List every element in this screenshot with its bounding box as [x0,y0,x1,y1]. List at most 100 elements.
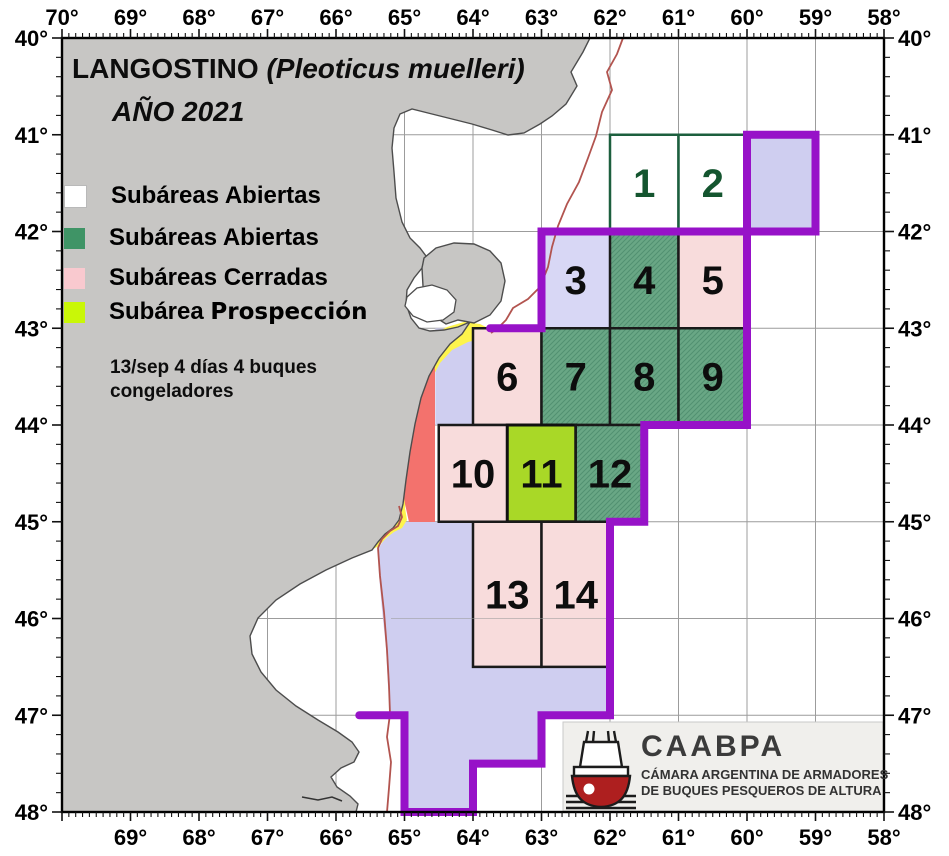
subarea-cell: 1 [608,133,680,233]
buoy-prongs [584,730,618,743]
logo-acronym: CAABPA [641,730,786,763]
axis-tick-label-bottom: 65° [388,825,421,850]
axis-tick-label-bottom: 64° [456,825,489,850]
legend-label: Subáreas Abiertas [109,224,319,251]
subarea-rect [540,520,612,669]
buoy-tower [578,740,624,769]
subarea-number: 9 [702,356,724,400]
subarea-rect [437,423,509,523]
axis-tick-label-right: 44° [898,413,931,438]
subarea-number: 7 [565,356,587,400]
axis-tick-label-bottom: 62° [593,825,626,850]
axis-tick-label-right: 46° [898,607,931,632]
axis-tick-label-bottom: 63° [525,825,558,850]
axis-tick-label-left: 46° [15,607,48,632]
axis-tick-label-top: 62° [593,5,626,30]
logo-line2: DE BUQUES PESQUEROS DE ALTURA [641,783,882,798]
subarea-cell: 4 [608,230,680,330]
caabpa-logo-text: CAABPA CÁMARA ARGENTINA DE ARMADORES DE … [641,731,888,799]
subarea-cell: 12 [574,423,646,523]
axis-ticks [52,29,894,821]
subarea-number: 14 [554,573,599,617]
subarea-cell: 14 [540,520,612,669]
axis-tick-label-bottom: 59° [799,825,832,850]
subarea-cell: 9 [677,327,749,427]
legend-label: Subárea Prospección [109,298,367,326]
axis-tick-label-right: 48° [898,800,931,825]
subarea-cell: 6 [471,327,543,427]
axis-tick-label-left: 48° [15,800,48,825]
axis-tick-label-top: 66° [319,5,352,30]
map-title-species: LANGOSTINO [72,53,259,84]
subarea-rect [677,327,749,427]
subarea-number: 13 [485,573,530,617]
axis-tick-label-top: 63° [525,5,558,30]
subarea-rect [471,327,543,427]
logo-line1: CÁMARA ARGENTINA DE ARMADORES [641,767,889,782]
zone-lavender-ne-box [747,134,816,232]
subarea-rect [505,423,578,524]
subarea-rect [471,520,543,669]
legend-swatch-pink [64,267,85,289]
subarea-rect [677,133,749,233]
buoy-band [572,765,630,778]
legend-item-prospeccion: Subárea Prospección [64,297,367,327]
axis-tick-label-left: 40° [15,26,48,51]
axis-tick-label-top: 59° [799,5,832,30]
subarea-rect [608,327,680,427]
axis-tick-label-bottom: 66° [319,825,352,850]
subarea-rect [677,230,749,330]
subarea-cell: 5 [677,230,749,330]
legend-item-closed-pink: Subáreas Cerradas [64,263,328,293]
subarea-cell: 3 [540,230,611,330]
axis-tick-label-right: 45° [898,510,931,535]
axis-tick-label-right: 40° [898,26,931,51]
subarea-number: 10 [451,452,496,496]
map-title-year: AÑO 2021 [112,96,245,127]
subarea-number: 1 [633,162,655,206]
subarea-cell: 7 [540,327,612,427]
subarea-number: 12 [588,452,633,496]
legend-label: Subáreas Cerradas [109,264,328,291]
axis-tick-label-bottom: 61° [662,825,695,850]
management-boundary [355,130,820,816]
legend-label-subarea: Subárea [109,298,204,325]
subarea-number: 3 [565,259,587,303]
river-mark [301,796,343,802]
axis-tick-label-top: 65° [388,5,421,30]
subarea-cell: 2 [677,133,749,233]
subarea-cell: 10 [437,423,509,523]
map-title-latin: (Pleoticus muelleri) [266,53,525,84]
legend-swatch-green [64,227,85,249]
buoy-dot [583,783,595,795]
legend-note: 13/sep 4 días 4 buques congeladores [110,356,317,404]
axis-tick-label-left: 42° [15,220,48,245]
axis-tick-label-top: 70° [45,5,78,30]
axis-tick-label-left: 41° [15,123,48,148]
axis-tick-label-bottom: 68° [182,825,215,850]
legend-swatch-white [64,184,87,208]
limit-line-north [490,37,624,334]
axis-tick-label-top: 64° [456,5,489,30]
axis-tick-label-bottom: 67° [251,825,284,850]
axis-tick-label-right: 43° [898,316,931,341]
legend-label-prospeccion: Prospección [210,299,368,325]
axis-tick-label-top: 69° [114,5,147,30]
axis-tick-label-left: 43° [15,316,48,341]
axis-tick-label-top: 67° [251,5,284,30]
axis-tick-label-left: 45° [15,510,48,535]
subarea-cell: 13 [471,520,543,669]
axis-tick-label-bottom: 60° [730,825,763,850]
subarea-number: 11 [520,452,562,496]
subarea-number: 2 [702,162,724,206]
buoy-hull [570,774,632,809]
axis-tick-label-bottom: 69° [114,825,147,850]
subarea-cell: 8 [608,327,680,427]
subarea-rect [540,327,612,427]
buoy-icon [566,730,636,810]
legend-note-line1: 13/sep 4 días 4 buques [110,357,317,378]
axis-tick-label-top: 60° [730,5,763,30]
axis-tick-label-top: 58° [867,5,900,30]
